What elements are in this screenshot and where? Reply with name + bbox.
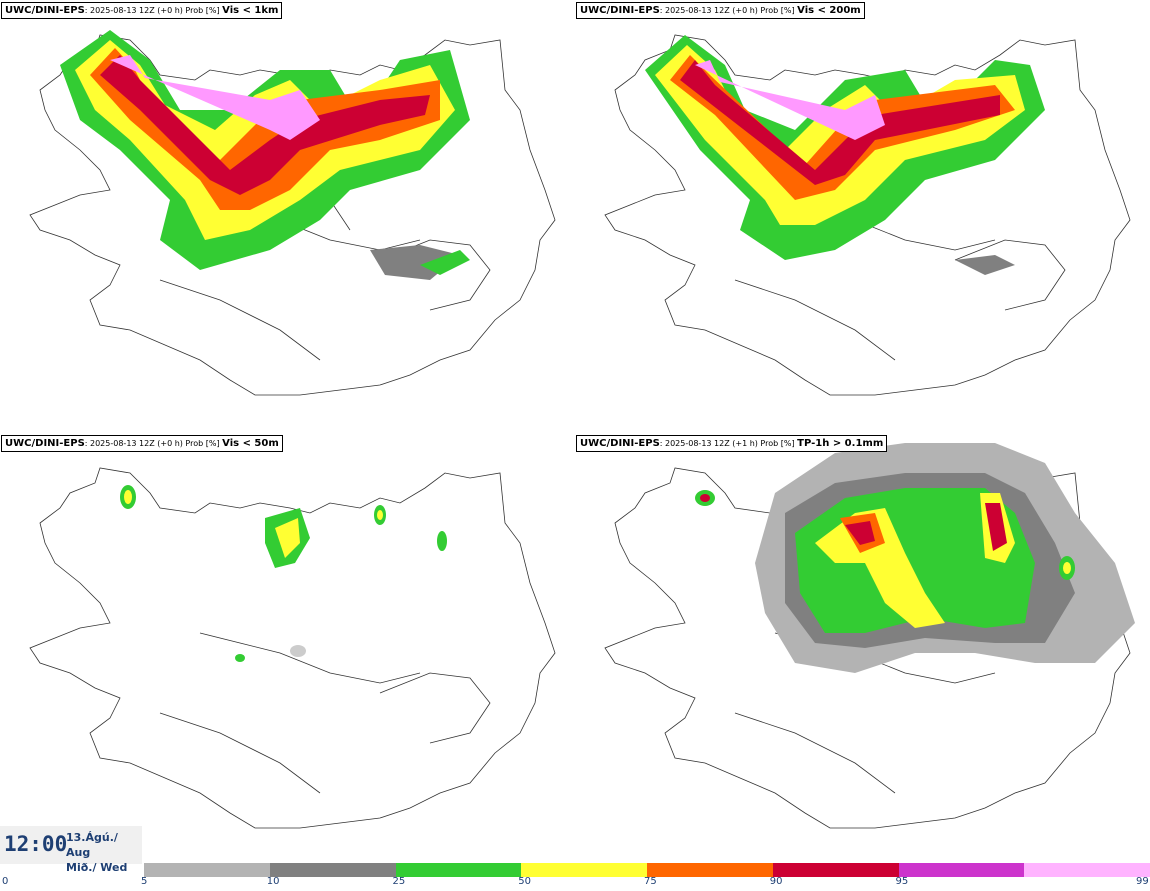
colorbar-segment-6 (898, 863, 1025, 877)
model-name: UWC/DINI-EPS (580, 438, 660, 449)
probability-field (60, 30, 470, 280)
colorbar-label: 95 (895, 876, 909, 887)
panel-title: UWC/DINI-EPS: 2025-08-13 12Z (+0 h) Prob… (1, 2, 283, 19)
map-canvas (29, 467, 556, 829)
valid-date-line1: 13.Ágú./ Aug (66, 831, 118, 859)
map-canvas (604, 34, 1131, 396)
valid-time-box: 12:00 13.Ágú./ Aug Mið./ Wed (0, 826, 142, 874)
probability-field (120, 485, 447, 662)
run-info: : 2025-08-13 12Z (+0 h) Prob [%] (659, 6, 798, 15)
colorbar-segment-0 (144, 863, 270, 877)
valid-date: 13.Ágú./ Aug Mið./ Wed (66, 830, 142, 875)
colorbar (144, 863, 1150, 877)
colorbar-segment-2 (395, 863, 522, 877)
panel-title: UWC/DINI-EPS: 2025-08-13 12Z (+0 h) Prob… (1, 435, 283, 452)
valid-time-clock: 12:00 (4, 832, 68, 856)
colorbar-label: 99 (1136, 876, 1149, 887)
iceland-outline (29, 467, 556, 829)
map-canvas (604, 443, 1135, 829)
colorbar-segment-4 (647, 863, 773, 877)
panel-title: UWC/DINI-EPS: 2025-08-13 12Z (+1 h) Prob… (576, 435, 888, 452)
variable-name: TP-1h > 0.1mm (797, 438, 884, 449)
variable-name: Vis < 50m (222, 438, 279, 449)
map-canvas (29, 30, 556, 396)
iceland-outline (604, 34, 1131, 396)
colorbar-label: 75 (644, 876, 657, 887)
colorbar-segment-7 (1024, 863, 1150, 877)
valid-date-line2: Mið./ Wed (66, 861, 128, 874)
colorbar-labels: 0 5 10 25 50 75 90 95 99 (0, 876, 1150, 890)
run-info: : 2025-08-13 12Z (+0 h) Prob [%] (84, 6, 223, 15)
colorbar-label: 90 (769, 876, 783, 887)
model-name: UWC/DINI-EPS (5, 5, 85, 16)
colorbar-segment-3 (521, 863, 647, 877)
colorbar-label: 10 (266, 876, 280, 887)
probability-field (695, 443, 1135, 673)
variable-name: Vis < 200m (797, 5, 861, 16)
run-info: : 2025-08-13 12Z (+1 h) Prob [%] (659, 439, 798, 448)
model-name: UWC/DINI-EPS (5, 438, 85, 449)
map-panel-vis-50m: UWC/DINI-EPS: 2025-08-13 12Z (+0 h) Prob… (0, 433, 575, 863)
colorbar-label: 50 (518, 876, 531, 887)
colorbar-label: 25 (392, 876, 406, 887)
probability-field (645, 35, 1045, 275)
map-panel-vis-200m: UWC/DINI-EPS: 2025-08-13 12Z (+0 h) Prob… (575, 0, 1150, 430)
variable-name: Vis < 1km (222, 5, 279, 16)
map-panel-vis-1km: UWC/DINI-EPS: 2025-08-13 12Z (+0 h) Prob… (0, 0, 575, 430)
colorbar-label: 5 (141, 876, 148, 887)
panel-title: UWC/DINI-EPS: 2025-08-13 12Z (+0 h) Prob… (576, 2, 865, 19)
colorbar-label: 0 (2, 876, 9, 887)
colorbar-segment-1 (269, 863, 396, 877)
map-panel-tp-1h: UWC/DINI-EPS: 2025-08-13 12Z (+1 h) Prob… (575, 433, 1150, 863)
run-info: : 2025-08-13 12Z (+0 h) Prob [%] (84, 439, 223, 448)
colorbar-segment-5 (772, 863, 899, 877)
model-name: UWC/DINI-EPS (580, 5, 660, 16)
